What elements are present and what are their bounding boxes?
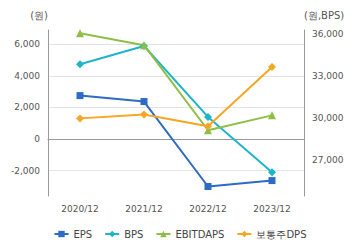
svg-text:36,000: 36,000 <box>312 29 344 39</box>
svg-text:30,000: 30,000 <box>312 113 344 123</box>
svg-text:4,000: 4,000 <box>14 71 40 81</box>
svg-text:2020/12: 2020/12 <box>61 204 98 214</box>
svg-text:2023/12: 2023/12 <box>253 204 290 214</box>
svg-text:0: 0 <box>34 134 40 144</box>
svg-text:EBITDAPS: EBITDAPS <box>175 229 224 240</box>
svg-text:2021/12: 2021/12 <box>125 204 162 214</box>
svg-text:(원,BPS): (원,BPS) <box>304 10 344 21</box>
svg-text:EPS: EPS <box>74 229 93 240</box>
svg-text:33,000: 33,000 <box>312 71 344 81</box>
svg-text:6,000: 6,000 <box>14 39 40 49</box>
svg-text:2022/12: 2022/12 <box>189 204 226 214</box>
svg-text:-2,000: -2,000 <box>11 166 40 176</box>
svg-text:2,000: 2,000 <box>14 102 40 112</box>
svg-text:(원): (원) <box>30 10 48 21</box>
svg-text:27,000: 27,000 <box>312 155 344 165</box>
svg-text:BPS: BPS <box>124 229 143 240</box>
svg-text:보통주DPS: 보통주DPS <box>256 229 306 240</box>
